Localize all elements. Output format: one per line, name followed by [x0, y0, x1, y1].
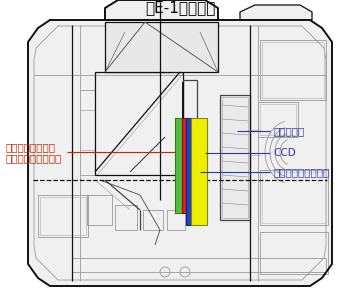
Text: ウェーブフィルター: ウェーブフィルター — [5, 153, 61, 163]
Bar — [262, 42, 324, 98]
Bar — [115, 205, 137, 230]
Bar — [95, 72, 183, 175]
Bar — [222, 97, 248, 218]
Text: スーパーソニック: スーパーソニック — [5, 142, 55, 152]
Bar — [191, 118, 207, 225]
Text: CCD: CCD — [273, 148, 296, 158]
Text: 『E-1』断面図: 『E-1』断面図 — [145, 1, 215, 15]
Bar — [260, 104, 296, 135]
Bar — [175, 118, 182, 213]
Bar — [258, 102, 298, 137]
Polygon shape — [28, 20, 332, 286]
Polygon shape — [105, 0, 218, 20]
Bar — [260, 40, 326, 100]
Polygon shape — [240, 5, 312, 20]
Bar — [220, 95, 250, 220]
Text: シャッター: シャッター — [273, 126, 304, 136]
Bar — [186, 118, 191, 225]
Bar — [260, 170, 328, 225]
Bar — [40, 197, 86, 235]
Bar — [262, 172, 326, 223]
Bar — [143, 210, 163, 230]
Bar — [38, 195, 88, 237]
Bar — [167, 210, 185, 230]
Bar — [87, 195, 112, 225]
Bar — [72, 258, 326, 272]
Text: ローパスフィルター: ローパスフィルター — [273, 167, 329, 177]
Bar — [105, 22, 218, 72]
Bar — [260, 232, 328, 274]
Bar — [183, 80, 197, 167]
Bar — [182, 118, 186, 213]
